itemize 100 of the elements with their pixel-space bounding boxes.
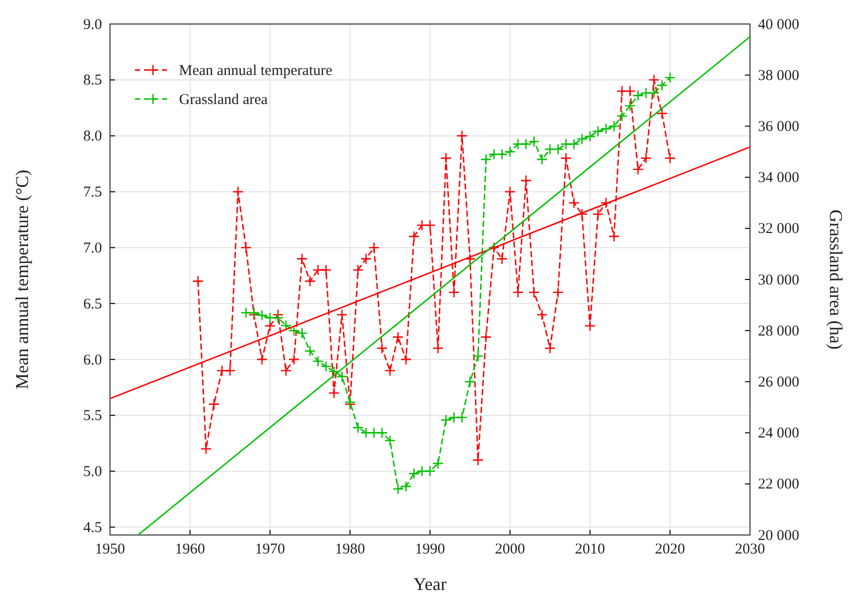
point (464, 376, 476, 388)
point (488, 148, 500, 160)
point (240, 242, 252, 254)
point (576, 133, 588, 145)
point (360, 253, 372, 264)
point (624, 100, 636, 112)
point (424, 220, 436, 231)
x-tick-label: 2030 (735, 542, 765, 558)
point (344, 396, 356, 408)
point (312, 264, 324, 276)
y2-tick-label: 24 000 (758, 426, 800, 442)
x-tick-label: 1980 (335, 542, 365, 558)
point (504, 146, 516, 158)
point (480, 154, 492, 166)
x-tick-label: 2010 (575, 542, 605, 558)
y2-tick-label: 22 000 (758, 476, 800, 493)
point (440, 414, 452, 426)
point (560, 152, 572, 164)
y-tick-label: 8.5 (83, 72, 102, 89)
point (408, 230, 420, 242)
point (520, 174, 532, 186)
legend-label: Grassland area (179, 92, 268, 108)
point (432, 458, 444, 470)
y-tick-label: 9.0 (83, 16, 102, 33)
point (192, 276, 204, 287)
point (472, 454, 484, 466)
y2-tick-label: 38 000 (758, 68, 800, 84)
point (592, 126, 604, 137)
point (328, 387, 340, 399)
point (376, 342, 388, 354)
legend-label: Mean annual temperature (179, 63, 333, 79)
point (536, 154, 548, 166)
y2-tick-label: 36 000 (758, 119, 800, 135)
point (656, 80, 668, 91)
point (648, 74, 660, 86)
point (456, 130, 468, 142)
point (320, 264, 332, 276)
point (264, 312, 276, 324)
point (392, 483, 404, 495)
point (232, 186, 244, 198)
point (544, 144, 556, 155)
x-tick-label: 2000 (495, 542, 525, 558)
y-tick-label: 5.0 (83, 464, 102, 480)
point (648, 87, 660, 99)
point (480, 331, 492, 343)
point (368, 242, 380, 254)
point (208, 398, 220, 410)
point (600, 197, 612, 209)
y2-tick-label: 28 000 (758, 323, 800, 340)
point (472, 350, 484, 362)
y2-tick-label: 30 000 (758, 272, 800, 288)
point (632, 90, 644, 102)
point (448, 412, 460, 424)
point (568, 197, 580, 209)
point (416, 465, 428, 477)
point (520, 138, 532, 150)
point (392, 331, 404, 343)
point (568, 138, 580, 150)
point (616, 85, 628, 97)
point (512, 138, 524, 150)
point (544, 342, 556, 354)
y-tick-label: 6.5 (83, 296, 102, 312)
point (432, 342, 444, 354)
point (280, 364, 292, 376)
point (576, 208, 588, 220)
y2-axis-title: Grassland area (ha) (826, 210, 846, 350)
point (424, 465, 436, 477)
point (656, 108, 668, 120)
y2-tick-label: 26 000 (758, 374, 800, 390)
point (264, 320, 276, 332)
y-tick-label: 6.0 (83, 352, 102, 368)
y-tick-label: 4.5 (83, 520, 102, 536)
y-tick-label: 7.0 (83, 240, 102, 256)
point (352, 264, 364, 276)
point (584, 130, 596, 142)
point (592, 208, 604, 220)
point (584, 320, 596, 332)
point (552, 286, 564, 298)
point (608, 230, 620, 242)
point (256, 310, 268, 321)
point (448, 286, 460, 298)
point (536, 309, 548, 320)
point (408, 468, 420, 480)
y-tick-label: 7.5 (83, 184, 102, 201)
point (216, 364, 228, 376)
point (552, 144, 564, 155)
point (304, 345, 316, 357)
y-tick-label: 8.0 (83, 128, 102, 145)
point (496, 148, 508, 160)
y2-tick-label: 32 000 (758, 221, 800, 238)
point (504, 186, 516, 198)
point (296, 328, 308, 339)
point (440, 152, 452, 164)
point (632, 164, 644, 176)
point (416, 220, 428, 231)
point (296, 253, 308, 264)
x-tick-label: 1950 (95, 542, 125, 558)
x-tick-label: 1960 (175, 542, 205, 558)
point (664, 152, 676, 164)
point (640, 87, 652, 99)
